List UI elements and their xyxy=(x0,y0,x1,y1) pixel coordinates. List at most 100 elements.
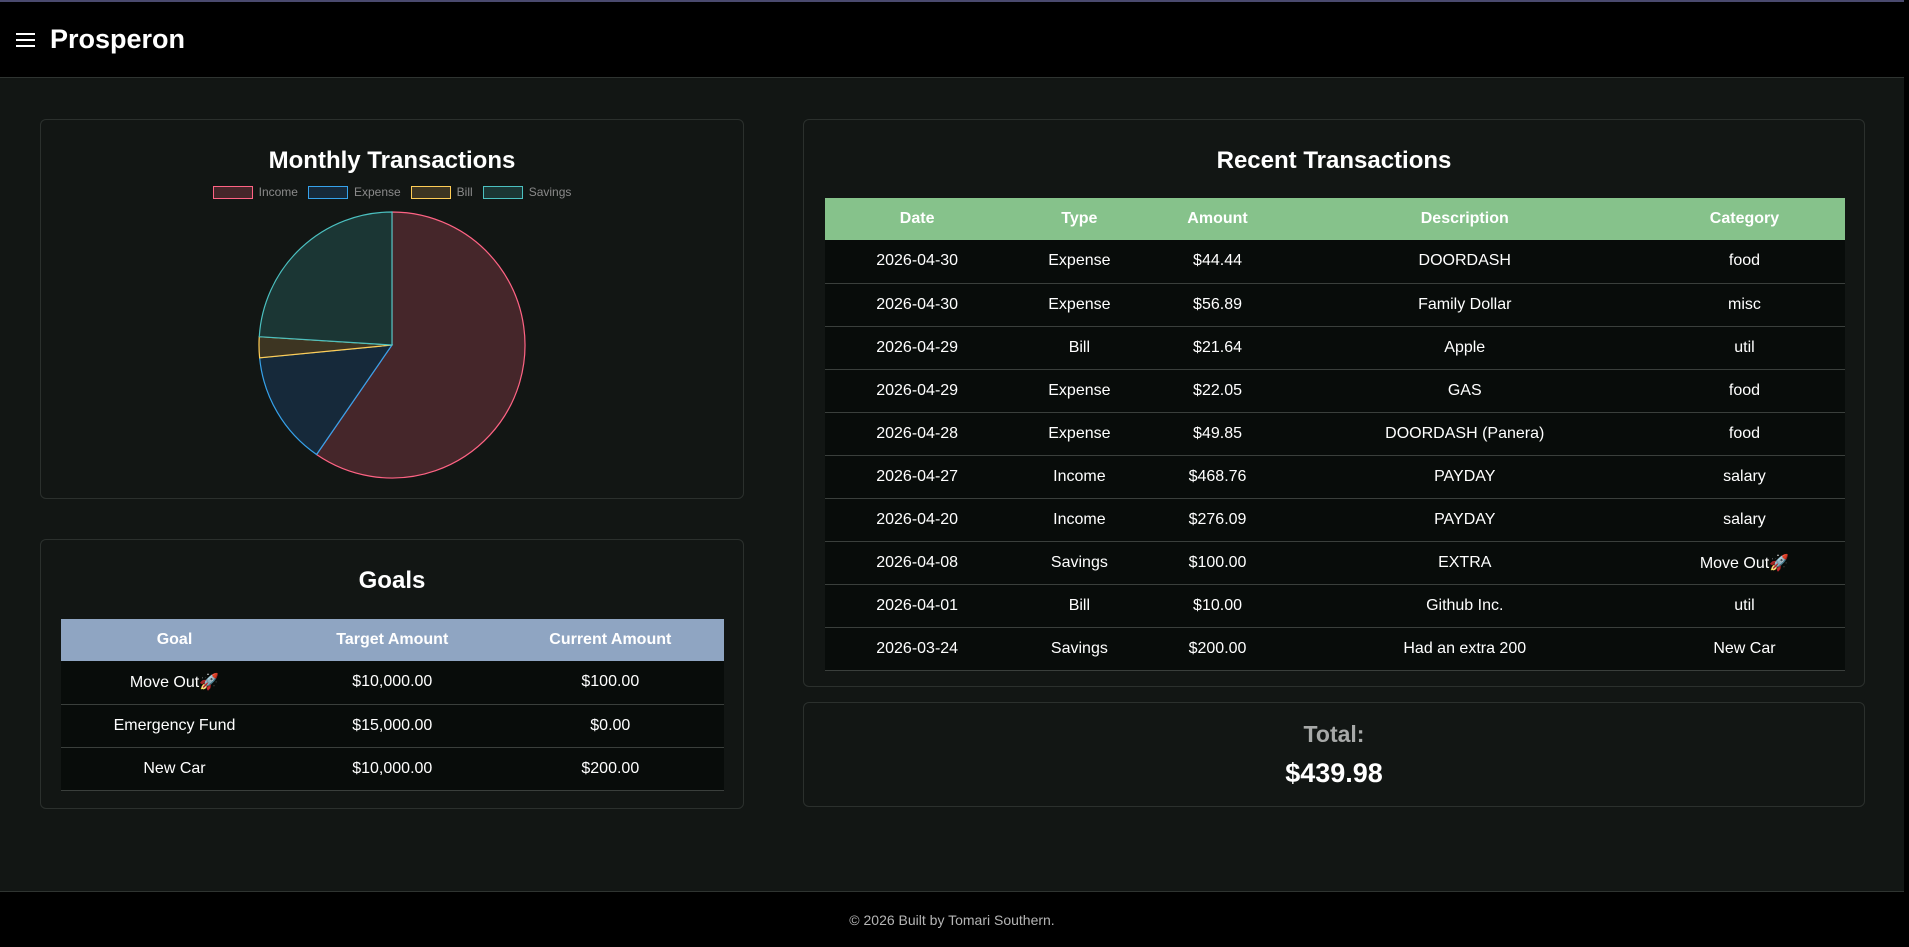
transaction-row: 2026-04-27 Income $468.76 PAYDAY salary xyxy=(825,455,1845,499)
transaction-cell: Family Dollar xyxy=(1285,283,1644,327)
goals-header-row: Goal Target Amount Current Amount xyxy=(61,619,724,661)
total-value: $439.98 xyxy=(1285,758,1383,788)
transaction-cell: Expense xyxy=(1009,240,1150,284)
pie-slice-income[interactable] xyxy=(315,211,526,479)
brand-title[interactable]: Prosperon xyxy=(50,24,186,54)
transaction-cell: Income xyxy=(1009,455,1150,499)
transactions-title: Recent Transactions xyxy=(1216,147,1452,174)
goals-card: Goals Goal Target Amount Current Amount Mo… xyxy=(40,539,744,809)
transaction-cell: DOORDASH xyxy=(1285,240,1644,284)
goals-title: Goals xyxy=(358,567,426,594)
transaction-cell: salary xyxy=(1643,498,1845,542)
transaction-cell: salary xyxy=(1643,455,1845,499)
goal-row: Emergency Fund $15,000.00 $0.00 xyxy=(61,704,724,748)
transactions-table: Date Type Amount Description Category 2026-0… xyxy=(825,198,1845,671)
window-top-border xyxy=(0,0,1909,2)
transaction-cell: $21.64 xyxy=(1149,326,1286,370)
total-label: Total: xyxy=(1303,721,1365,747)
transaction-cell: Bill xyxy=(1009,584,1150,628)
transaction-cell: 2026-04-27 xyxy=(825,455,1010,499)
legend-label: Savings xyxy=(528,185,572,199)
legend-label: Bill xyxy=(456,185,473,199)
transaction-row: 2026-04-29 Bill $21.64 Apple util xyxy=(825,326,1845,370)
transaction-cell: New Car xyxy=(1643,627,1845,671)
transaction-cell: 2026-04-29 xyxy=(825,369,1010,413)
transaction-cell: $200.00 xyxy=(1149,627,1286,671)
pie-slice-savings[interactable] xyxy=(258,211,393,346)
transaction-header-cell: Date xyxy=(825,198,1010,240)
legend-swatch xyxy=(307,185,348,199)
transaction-cell: $468.76 xyxy=(1149,455,1286,499)
goal-cell: New Car xyxy=(61,747,288,791)
transaction-cell: Move Out🚀 xyxy=(1643,541,1845,585)
goal-cell: $10,000.00 xyxy=(287,747,497,791)
transaction-cell: util xyxy=(1643,326,1845,370)
monthly-transactions-card: Monthly Transactions Income Expense Bill Sa… xyxy=(40,119,744,499)
footer: © 2026 Built by Tomari Southern. xyxy=(0,891,1904,947)
transaction-row: 2026-04-29 Expense $22.05 GAS food xyxy=(825,369,1845,413)
goal-header-cell: Current Amount xyxy=(496,619,724,661)
hamburger-menu-icon[interactable] xyxy=(16,30,36,50)
transaction-cell: $56.89 xyxy=(1149,283,1286,327)
transaction-cell: Expense xyxy=(1009,283,1150,327)
goal-header-cell: Goal xyxy=(61,619,288,661)
transaction-cell: $100.00 xyxy=(1149,541,1286,585)
legend-label: Expense xyxy=(353,185,401,199)
legend-swatch xyxy=(212,185,253,199)
transaction-cell: PAYDAY xyxy=(1285,455,1644,499)
transaction-cell: Expense xyxy=(1009,412,1150,456)
chart-legend: Income Expense Bill Savings xyxy=(41,185,743,199)
transaction-cell: Had an extra 200 xyxy=(1285,627,1644,671)
transaction-cell: 2026-04-20 xyxy=(825,498,1010,542)
transaction-cell: util xyxy=(1643,584,1845,628)
transaction-cell: EXTRA xyxy=(1285,541,1644,585)
transaction-cell: food xyxy=(1643,240,1845,284)
legend-swatch xyxy=(482,185,523,199)
footer-text: © 2026 Built by Tomari Southern. xyxy=(849,911,1055,928)
transaction-row: 2026-04-01 Bill $10.00 Github Inc. util xyxy=(825,584,1845,628)
transaction-header-cell: Category xyxy=(1643,198,1845,240)
total-card: Total: $439.98 xyxy=(803,702,1865,807)
transaction-row: 2026-04-30 Expense $44.44 DOORDASH food xyxy=(825,240,1845,284)
transaction-cell: PAYDAY xyxy=(1285,498,1644,542)
transaction-header-cell: Description xyxy=(1285,198,1644,240)
legend-item[interactable]: Income xyxy=(212,185,298,199)
pie-slice-expense[interactable] xyxy=(258,344,394,456)
goals-table: Goal Target Amount Current Amount Move Out… xyxy=(61,619,724,791)
transaction-cell: Expense xyxy=(1009,369,1150,413)
recent-transactions-card: Recent Transactions Date Type Amount Descri… xyxy=(803,119,1865,687)
transaction-cell: $10.00 xyxy=(1149,584,1286,628)
legend-swatch xyxy=(410,185,451,199)
pie-chart xyxy=(258,211,526,479)
transaction-header-cell: Type xyxy=(1009,198,1150,240)
transaction-cell: food xyxy=(1643,412,1845,456)
goal-header-cell: Target Amount xyxy=(287,619,497,661)
top-navbar: Prosperon xyxy=(0,2,1904,78)
goal-cell: $200.00 xyxy=(496,747,724,791)
chart-title: Monthly Transactions xyxy=(268,147,516,174)
transaction-cell: $49.85 xyxy=(1149,412,1286,456)
goal-cell: $10,000.00 xyxy=(287,661,497,705)
transaction-cell: DOORDASH (Panera) xyxy=(1285,412,1644,456)
legend-item[interactable]: Bill xyxy=(410,185,473,199)
transaction-row: 2026-04-30 Expense $56.89 Family Dollar misc xyxy=(825,283,1845,327)
goal-row: Move Out🚀 $10,000.00 $100.00 xyxy=(61,661,724,705)
transaction-cell: Savings xyxy=(1009,627,1150,671)
transaction-cell: $44.44 xyxy=(1149,240,1286,284)
transaction-cell: $22.05 xyxy=(1149,369,1286,413)
transactions-header-row: Date Type Amount Description Category xyxy=(825,198,1845,240)
transaction-cell: 2026-04-29 xyxy=(825,326,1010,370)
legend-item[interactable]: Expense xyxy=(307,185,401,199)
legend-label: Income xyxy=(258,185,298,199)
transaction-cell: misc xyxy=(1643,283,1845,327)
transaction-row: 2026-04-28 Expense $49.85 DOORDASH (Panera)… xyxy=(825,412,1845,456)
transaction-cell: 2026-04-28 xyxy=(825,412,1010,456)
page-scrollbar[interactable] xyxy=(1904,0,1909,947)
goal-cell: Emergency Fund xyxy=(61,704,288,748)
goal-row: New Car $10,000.00 $200.00 xyxy=(61,747,724,791)
transaction-cell: Bill xyxy=(1009,326,1150,370)
legend-item[interactable]: Savings xyxy=(482,185,572,199)
goal-cell: $0.00 xyxy=(496,704,724,748)
transaction-row: 2026-04-08 Savings $100.00 EXTRA Move Out🚀 xyxy=(825,541,1845,585)
transaction-cell: food xyxy=(1643,369,1845,413)
